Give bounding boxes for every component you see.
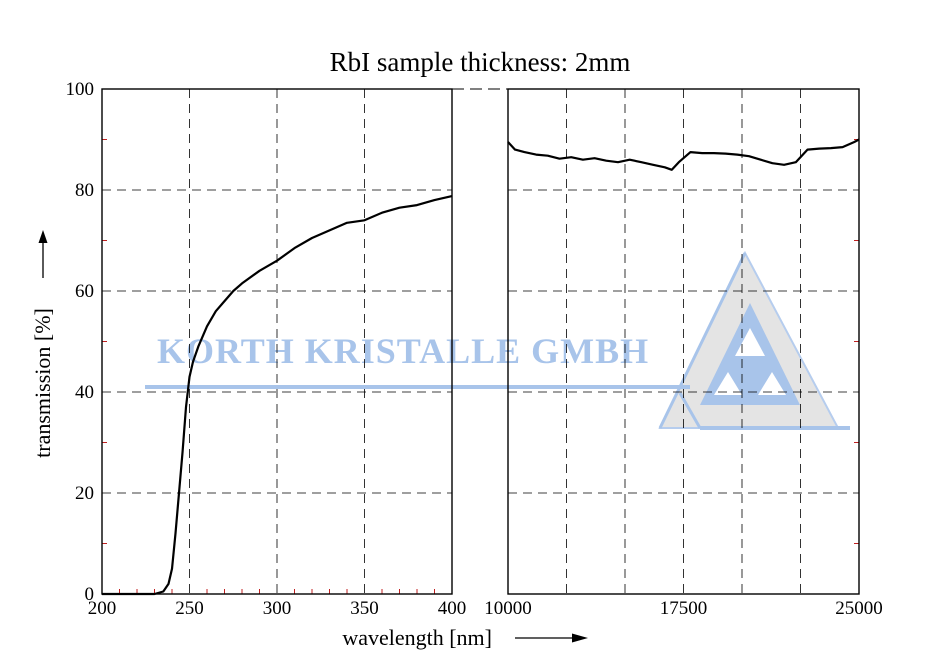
grid-right — [508, 89, 859, 594]
y-tick-label: 60 — [75, 281, 94, 302]
curves — [102, 138, 860, 596]
x-tick-labels: 200 250 300 350 400 10000 17500 25000 — [88, 598, 883, 619]
x-tick-label: 10000 — [484, 598, 532, 619]
grid-left — [102, 89, 452, 594]
panel-right-frame — [507, 88, 860, 595]
x-axis-label: wavelength [nm] — [342, 625, 492, 650]
watermark: KORTH KRISTALLE GMBH — [145, 250, 850, 430]
panel-left-frame — [101, 88, 453, 595]
y-tick-label: 80 — [75, 180, 94, 201]
y-tick-labels: 0 20 40 60 80 100 — [66, 79, 95, 605]
x-tick-label: 17500 — [660, 598, 708, 619]
x-tick-label: 250 — [175, 598, 204, 619]
korth-logo-icon — [658, 250, 850, 430]
watermark-text: KORTH KRISTALLE GMBH — [157, 331, 649, 371]
x-tick-label: 400 — [438, 598, 467, 619]
x-tick-label: 300 — [263, 598, 292, 619]
y-axis-label: transmission [%] — [30, 308, 55, 458]
chart-title: RbI sample thickness: 2mm — [330, 47, 631, 77]
series-line-ir — [507, 138, 860, 171]
right-arrow-icon — [515, 633, 588, 643]
y-tick-label: 40 — [75, 382, 94, 403]
series-line-uv-vis — [102, 195, 453, 596]
y-tick-label: 100 — [66, 79, 95, 100]
x-tick-label: 25000 — [835, 598, 883, 619]
y-tick-label: 0 — [85, 584, 95, 605]
up-arrow-icon — [38, 230, 48, 278]
x-tick-label: 200 — [88, 598, 117, 619]
x-tick-label: 350 — [350, 598, 379, 619]
y-tick-label: 20 — [75, 483, 94, 504]
